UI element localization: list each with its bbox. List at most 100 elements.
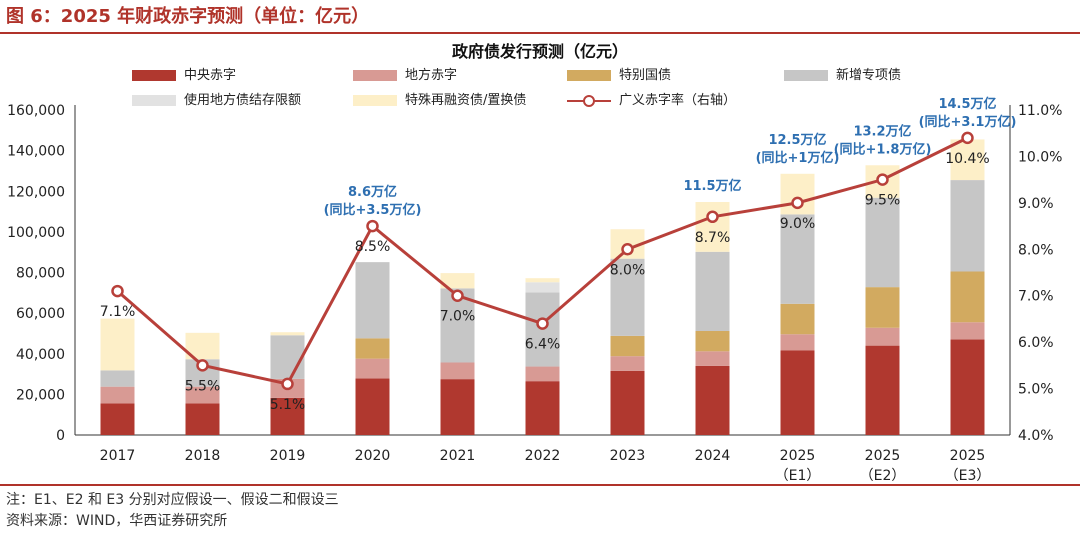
bar-segment-local-quota-use: [525, 282, 560, 293]
bar-segment-refinancing-bonds: [440, 273, 475, 289]
bar-segment-new-special-bonds: [355, 262, 390, 339]
deficit-ratio-label: 9.0%: [780, 216, 816, 232]
chart-canvas: 0 20,000 40,000 60,000 80,000 100,000 120,000 1…: [7, 96, 1062, 484]
bar-segment-refinancing-bonds: [270, 332, 305, 336]
legend-swatch: [567, 70, 611, 81]
bar-segment-local-deficit: [695, 351, 730, 366]
legend-line-marker: [567, 94, 611, 108]
legend-label: 使用地方债结存限额: [184, 93, 302, 108]
bar-segment-new-special-bonds: [780, 214, 815, 304]
bar-segment-local-deficit: [950, 322, 985, 340]
bar-segment-special-treasury: [865, 287, 900, 328]
deficit-ratio-label: 5.5%: [185, 378, 221, 394]
bar-segment-new-special-bonds: [950, 180, 985, 272]
y-left-tick-label: 80,000: [16, 266, 65, 282]
deficit-ratio-label: 6.4%: [525, 337, 561, 353]
legend-item-special-treasury: 特别国债: [567, 64, 671, 83]
legend-label: 新增专项债: [836, 68, 902, 83]
deficit-ratio-point: [451, 289, 464, 302]
legend-swatch: [353, 95, 397, 106]
y-left-tick-label: 0: [56, 428, 65, 444]
bar-segment-local-deficit: [780, 334, 815, 351]
x-tick-label: 2020: [355, 448, 391, 464]
x-tick-label: 2025: [865, 448, 901, 464]
legend-item-refinancing-bonds: 特殊再融资债/置换债: [353, 89, 526, 108]
total-annotation: 11.5万亿: [683, 178, 741, 194]
x-tick-label: 2025: [950, 448, 986, 464]
legend-label: 广义赤字率（右轴）: [619, 93, 737, 108]
x-tick-sublabel: （E1）: [775, 468, 821, 484]
y-right-tick-label: 5.0%: [1018, 382, 1054, 398]
legend-swatch: [132, 70, 176, 81]
total-annotation: 13.2万亿: [853, 123, 911, 139]
deficit-ratio-point: [536, 317, 549, 330]
y-left-tick-label: 40,000: [16, 347, 65, 363]
deficit-ratio-point: [791, 196, 804, 210]
bar-segment-special-treasury: [610, 335, 645, 357]
legend-label: 特别国债: [619, 68, 672, 83]
bar-segment-central-deficit: [185, 403, 220, 435]
bar-segment-local-deficit: [355, 358, 390, 379]
bar-segment-new-special-bonds: [865, 197, 900, 288]
legend-swatch: [353, 70, 397, 81]
total-annotation: 8.6万亿: [348, 184, 397, 200]
bar-segment-local-deficit: [525, 366, 560, 382]
deficit-ratio-label: 9.5%: [865, 193, 901, 209]
bar-segment-special-treasury: [780, 303, 815, 335]
chart-legend: 中央赤字 地方赤字 特别国债 新增专项债 使用地方债结存限额 特殊再融资债/置换…: [0, 64, 1080, 108]
deficit-ratio-label: 7.0%: [440, 309, 476, 325]
legend-label: 地方赤字: [405, 68, 458, 83]
y-right-tick-label: 11.0%: [1018, 103, 1062, 119]
bar-segment-special-treasury: [695, 331, 730, 352]
bar-segment-refinancing-bonds: [525, 278, 560, 283]
x-tick-label: 2025: [780, 448, 816, 464]
y-left-tick-label: 20,000: [16, 387, 65, 403]
bar-segment-refinancing-bonds: [950, 139, 985, 181]
bar-segment-special-treasury: [355, 338, 390, 359]
bar-segment-special-treasury: [950, 271, 985, 323]
total-annotation: 12.5万亿: [768, 132, 826, 148]
x-tick-label: 2021: [440, 448, 476, 464]
bar-segment-central-deficit: [780, 350, 815, 435]
bar-segment-new-special-bonds: [695, 251, 730, 331]
total-annotation: (同比+3.5万亿): [324, 202, 422, 218]
bar-segment-central-deficit: [100, 403, 135, 435]
bar-segment-central-deficit: [610, 370, 645, 435]
bar-segment-local-deficit: [100, 386, 135, 404]
legend-item-deficit-ratio: 广义赤字率（右轴）: [567, 89, 736, 108]
deficit-ratio-point: [366, 219, 379, 233]
bar-segment-central-deficit: [695, 365, 730, 435]
chart-note: 注：E1、E2 和 E3 分别对应假设一、假设二和假设三: [6, 492, 339, 508]
y-left-tick-label: 140,000: [7, 144, 65, 160]
title-rule: [0, 32, 1080, 34]
y-right-tick-label: 6.0%: [1018, 335, 1054, 351]
bar-segment-central-deficit: [355, 378, 390, 435]
deficit-ratio-point: [706, 210, 719, 224]
bar-segment-local-deficit: [610, 356, 645, 371]
x-tick-sublabel: （E2）: [860, 468, 906, 484]
legend-swatch: [784, 70, 828, 81]
bar-segment-central-deficit: [865, 345, 900, 435]
deficit-ratio-point: [621, 243, 634, 256]
legend-label: 特殊再融资债/置换债: [405, 93, 527, 108]
total-annotation: (同比+1万亿): [756, 150, 840, 166]
deficit-ratio-label: 5.1%: [270, 397, 306, 413]
bar-segment-refinancing-bonds: [100, 318, 135, 371]
deficit-ratio-label: 10.4%: [945, 151, 989, 167]
x-tick-label: 2022: [525, 448, 561, 464]
bar-segment-local-deficit: [865, 327, 900, 346]
y-right-tick-label: 7.0%: [1018, 289, 1054, 305]
legend-item-new-special-bonds: 新增专项债: [784, 64, 901, 83]
deficit-ratio-point: [281, 377, 294, 391]
y-right-tick-label: 8.0%: [1018, 242, 1054, 258]
deficit-ratio-point: [876, 173, 889, 186]
deficit-ratio-label: 8.5%: [355, 239, 391, 255]
deficit-ratio-label: 8.0%: [610, 262, 646, 278]
chart-title: 政府债发行预测（亿元）: [451, 42, 628, 61]
bar-segment-new-special-bonds: [270, 335, 305, 379]
x-tick-label: 2019: [270, 448, 306, 464]
y-right-tick-label: 10.0%: [1018, 149, 1062, 165]
x-tick-sublabel: （E3）: [945, 468, 991, 484]
legend-item-local-deficit: 地方赤字: [353, 64, 457, 83]
bar-segment-central-deficit: [270, 397, 305, 435]
